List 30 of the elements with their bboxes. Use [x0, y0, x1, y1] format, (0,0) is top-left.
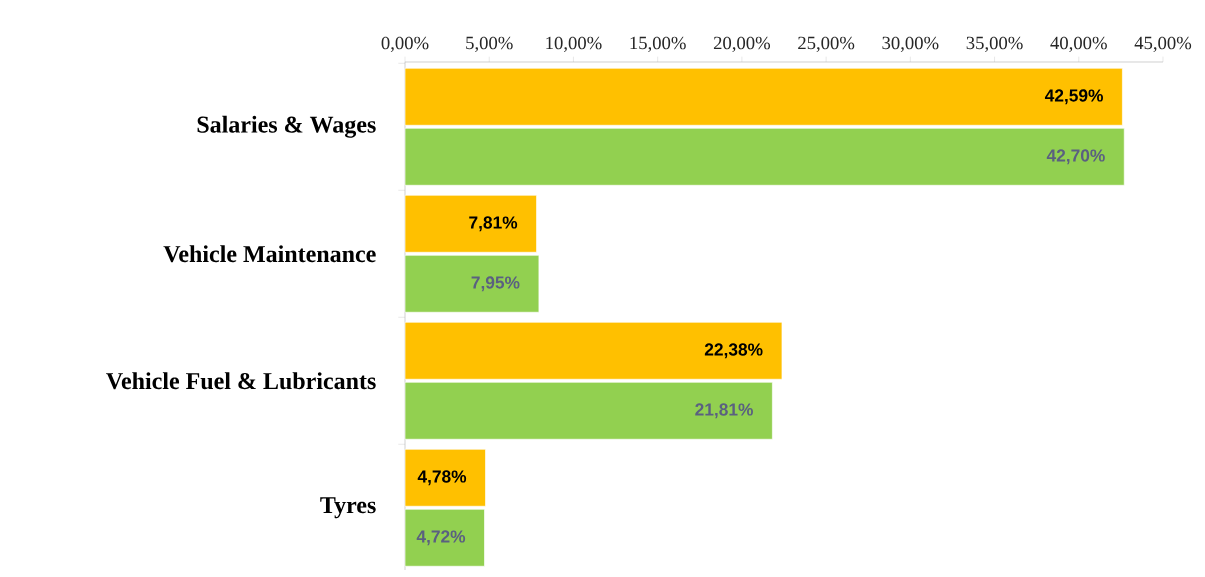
bar [404, 508, 485, 567]
x-tick-label: 30,00% [882, 36, 939, 52]
x-tick-label: 20,00% [713, 36, 771, 52]
x-tick-label: 15,00% [630, 36, 686, 52]
x-tick-label: 10,00% [546, 36, 602, 52]
y-tick-label: Salaries & Wages [197, 115, 376, 138]
bar [404, 448, 486, 507]
x-tick-label: 35,00% [966, 36, 1023, 52]
x-tick-label: 45,00% [1134, 36, 1192, 52]
y-tick-label: Vehicle Fuel & Lubricants [106, 372, 376, 390]
y-tick-label: Tyres [320, 497, 376, 519]
bar [404, 321, 783, 380]
data-label: 7,81% [469, 216, 518, 232]
bar [404, 254, 540, 313]
data-label: 42,59% [1044, 89, 1103, 105]
x-tick-label: 5,00% [466, 36, 513, 52]
data-label: 21,81% [695, 403, 753, 419]
data-label: 42,70% [1046, 149, 1105, 165]
bar [404, 67, 1123, 126]
bar [404, 194, 537, 253]
x-tick-label: 25,00% [798, 36, 855, 52]
data-label: 4,72% [416, 530, 466, 546]
x-tick-label: 40,00% [1050, 36, 1107, 52]
data-label: 7,95% [471, 276, 520, 292]
bar [404, 127, 1125, 186]
data-label: 4,78% [417, 470, 467, 486]
x-tick-label: 0,00% [381, 36, 429, 52]
data-label: 22,38% [704, 343, 763, 359]
bar [404, 381, 773, 440]
y-tick-label: Vehicle Maintenance [163, 245, 376, 263]
